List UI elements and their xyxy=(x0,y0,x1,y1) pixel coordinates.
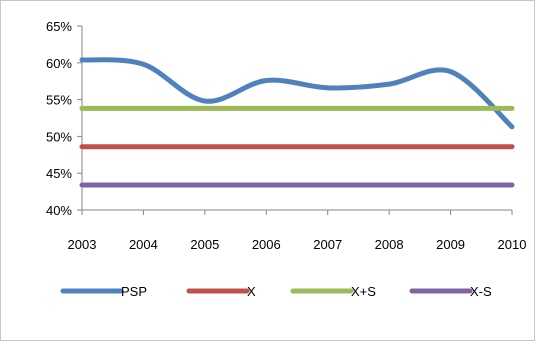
series-layer xyxy=(79,57,515,188)
x-tick-label: 2005 xyxy=(190,237,219,252)
y-tick-label: 60% xyxy=(46,56,72,71)
y-tick-label: 50% xyxy=(46,129,72,144)
legend-label-psp: PSP xyxy=(121,284,147,299)
x-tick-label: 2003 xyxy=(68,237,97,252)
x-tick-label: 2007 xyxy=(313,237,342,252)
axes: 40% 45% 50% 55% 60% 65% 2003 2004 2005 2006 2007 20… xyxy=(46,19,526,252)
x-tick-label: 2009 xyxy=(436,237,465,252)
legend-label-x: X xyxy=(247,284,256,299)
legend: PSP X X+S X-S xyxy=(60,284,492,299)
y-tick-label: 65% xyxy=(46,19,72,34)
y-tick-label: 40% xyxy=(46,203,72,218)
legend-label-x-s: X-S xyxy=(470,284,492,299)
y-tick-label: 55% xyxy=(46,93,72,108)
x-tick-label: 2008 xyxy=(375,237,404,252)
y-tick-label: 45% xyxy=(46,166,72,181)
series-line-psp xyxy=(79,57,515,130)
x-tick-label: 2010 xyxy=(498,237,527,252)
x-tick-label: 2004 xyxy=(129,237,158,252)
x-tick-label: 2006 xyxy=(252,237,281,252)
legend-label-x-s: X+S xyxy=(351,284,376,299)
